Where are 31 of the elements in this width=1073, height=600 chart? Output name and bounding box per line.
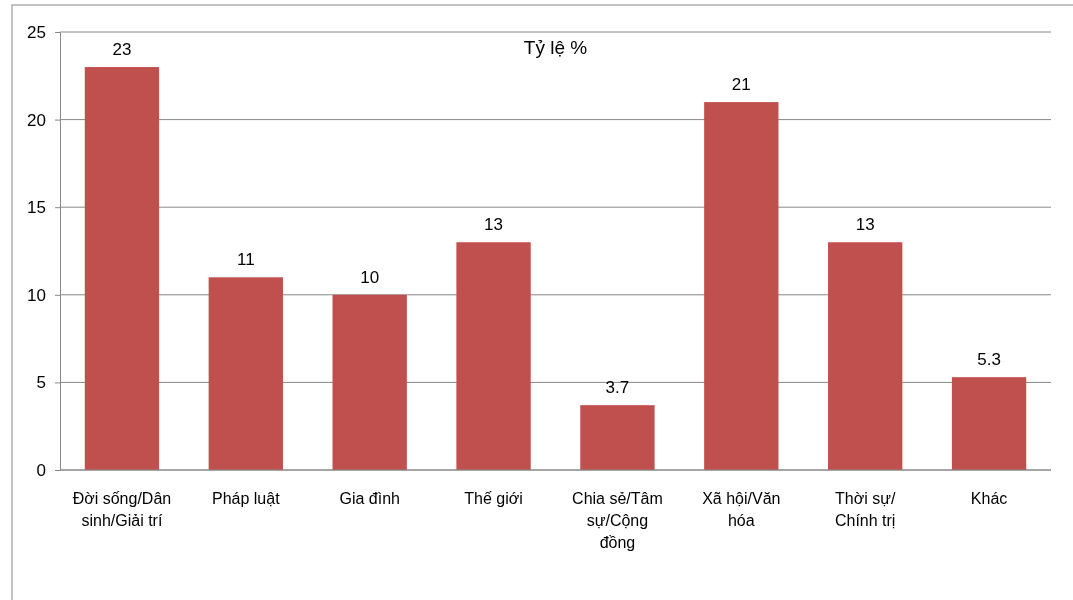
y-tick-label: 10 <box>27 285 46 305</box>
bar <box>828 242 903 470</box>
data-label: 5.3 <box>977 350 1001 370</box>
bar <box>84 67 160 470</box>
bar <box>951 377 1027 470</box>
y-tick-label: 5 <box>36 373 46 393</box>
bar <box>208 277 283 470</box>
x-tick-label: Đời sống/Dân sinh/Giải trí <box>72 490 172 529</box>
x-tick-label: Thời sự/Chính trị <box>834 490 896 529</box>
chart-title: Tỷ lệ % <box>523 37 588 58</box>
data-label: 3.7 <box>605 378 630 398</box>
y-tick-label: 0 <box>36 460 46 480</box>
data-label: 13 <box>855 215 875 235</box>
data-label: 10 <box>360 267 380 287</box>
x-tick-label: Khác <box>970 490 1008 507</box>
x-tick-label: Gia đình <box>339 490 400 507</box>
bar <box>456 242 531 470</box>
data-label: 11 <box>236 250 255 270</box>
bar <box>332 294 407 470</box>
data-label: 13 <box>484 215 504 235</box>
bar <box>704 102 779 470</box>
x-tick-label: Pháp luật <box>212 490 281 507</box>
y-tick-label: 15 <box>27 198 46 218</box>
x-tick-label: Thế giới <box>464 490 523 507</box>
x-tick-label: Chia sẻ/Tâm sự/Cộng đồng <box>572 490 663 551</box>
x-tick-label: Xã hội/Văn hóa <box>702 490 781 529</box>
y-tick-label: 25 <box>27 22 46 42</box>
data-label: 21 <box>731 75 751 95</box>
data-label: 23 <box>112 40 132 60</box>
y-tick-label: 20 <box>27 110 46 130</box>
bar <box>580 405 655 470</box>
